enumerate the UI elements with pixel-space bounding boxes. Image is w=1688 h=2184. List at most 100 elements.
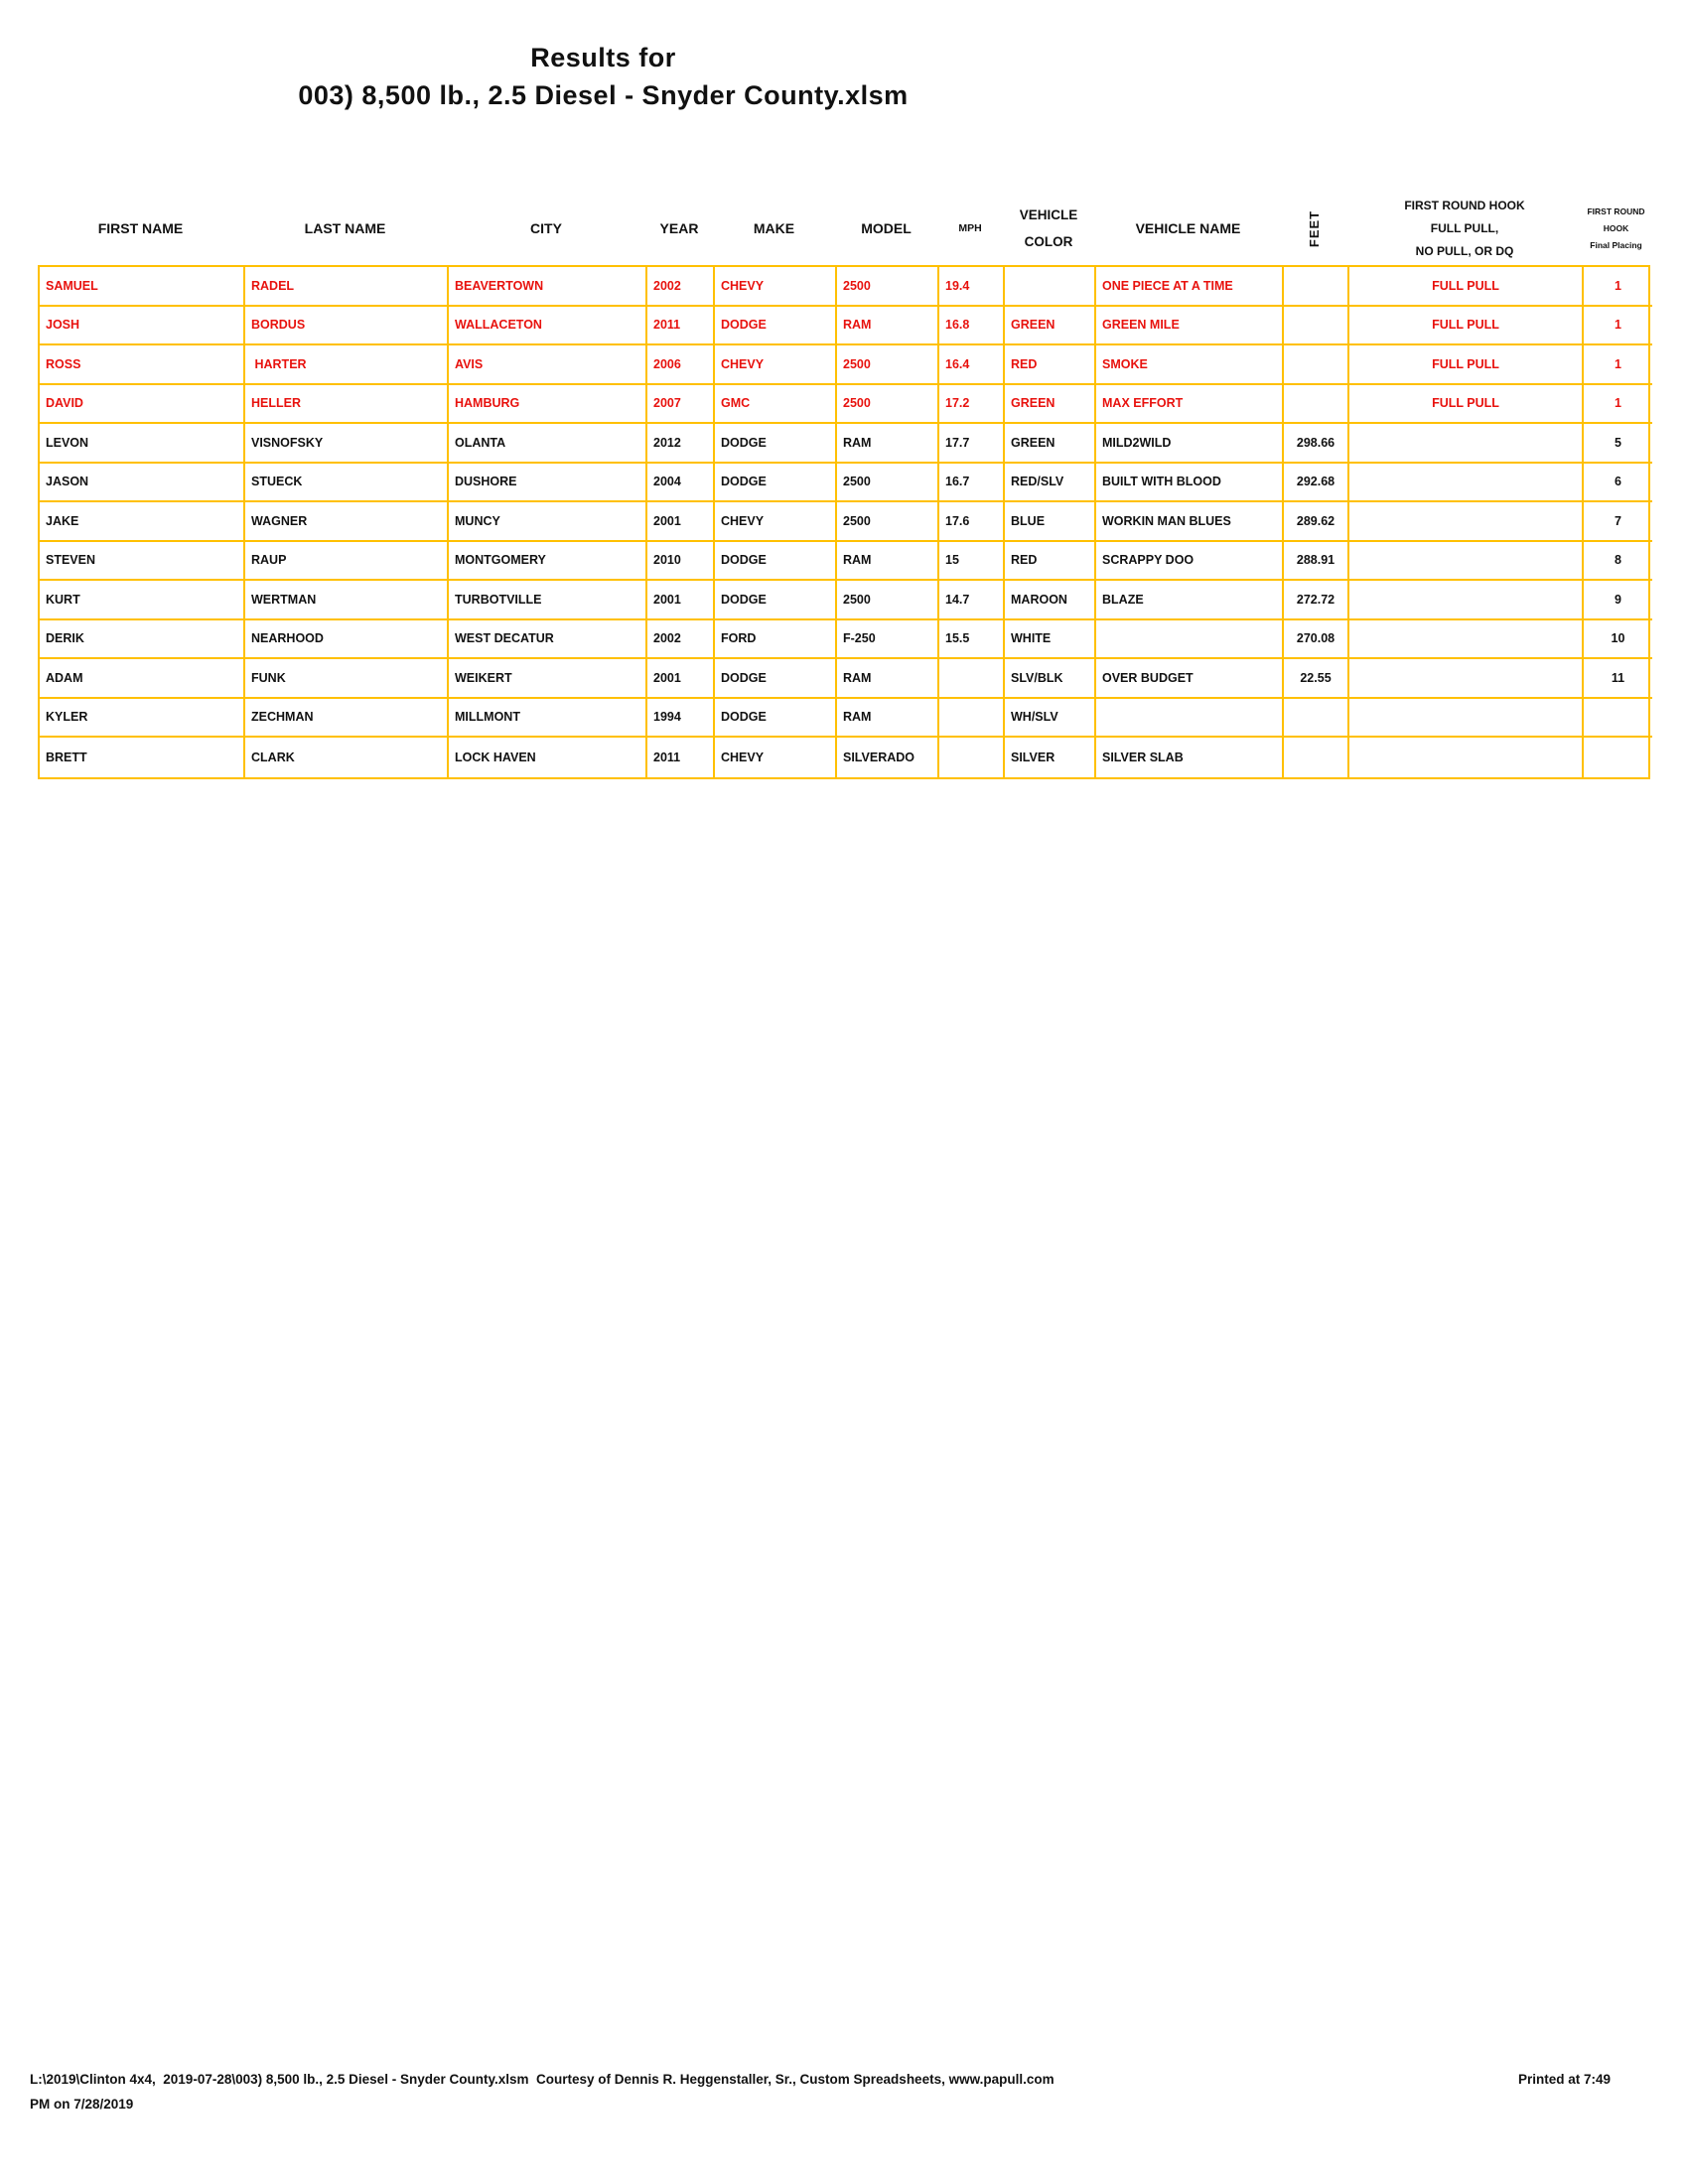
header-placing-line1: FIRST ROUND <box>1587 205 1645 216</box>
cell-vehicle_color: RED <box>1005 345 1096 385</box>
cell-final_placing: 1 <box>1584 307 1652 345</box>
header-hook-line1: FIRST ROUND HOOK <box>1404 198 1525 212</box>
cell-feet <box>1284 384 1349 424</box>
class-filename-title: 003) 8,500 lb., 2.5 Diesel - Snyder Coun… <box>298 80 909 110</box>
cell-year: 2011 <box>647 738 715 777</box>
cell-vehicle_color: RED <box>1005 541 1096 581</box>
cell-model: 2500 <box>837 581 939 620</box>
cell-year: 2011 <box>647 306 715 345</box>
cell-make: GMC <box>715 384 837 424</box>
cell-city: MONTGOMERY <box>449 541 647 581</box>
cell-first_name: JAKE <box>40 502 245 542</box>
cell-year: 2010 <box>647 541 715 581</box>
cell-last_name: HELLER <box>245 384 449 424</box>
cell-year: 2007 <box>647 384 715 424</box>
cell-city: OLANTA <box>449 424 647 464</box>
cell-mph <box>939 738 1005 777</box>
cell-last_name: STUECK <box>245 463 449 502</box>
cell-year: 2002 <box>647 267 715 307</box>
header-year: YEAR <box>659 219 699 236</box>
cell-last_name: CLARK <box>245 738 449 777</box>
cell-vehicle_name: ONE PIECE AT A TIME <box>1096 267 1284 307</box>
cell-vehicle_color: WHITE <box>1005 619 1096 659</box>
header-city: CITY <box>530 219 562 236</box>
cell-last_name: WAGNER <box>245 502 449 542</box>
header-vehicle-color: VEHICLE COLOR <box>1003 192 1094 265</box>
cell-city: TURBOTVILLE <box>449 581 647 620</box>
cell-last_name: RADEL <box>245 267 449 307</box>
cell-last_name: RAUP <box>245 541 449 581</box>
cell-feet: 270.08 <box>1284 619 1349 659</box>
header-hook-line3: NO PULL, OR DQ <box>1415 243 1514 258</box>
cell-make: DODGE <box>715 659 837 699</box>
cell-first_round_hook: FULL PULL <box>1349 345 1584 385</box>
cell-mph: 15 <box>939 541 1005 581</box>
cell-first_round_hook: FULL PULL <box>1349 267 1584 307</box>
cell-feet: 292.68 <box>1284 463 1349 502</box>
header-make: MAKE <box>753 219 795 236</box>
cell-year: 2001 <box>647 502 715 542</box>
footer-printed-at: Printed at 7:49 <box>1517 2072 1611 2087</box>
cell-feet <box>1284 345 1349 385</box>
cell-city: HAMBURG <box>449 384 647 424</box>
cell-year: 2002 <box>647 619 715 659</box>
cell-city: AVIS <box>449 345 647 385</box>
cell-feet: 272.72 <box>1284 581 1349 620</box>
cell-first_round_hook <box>1349 738 1584 777</box>
header-first-name: FIRST NAME <box>97 219 184 236</box>
cell-mph: 17.6 <box>939 502 1005 542</box>
cell-vehicle_color: WH/SLV <box>1005 698 1096 738</box>
cell-vehicle_name: SCRAPPY DOO <box>1096 541 1284 581</box>
cell-mph: 16.7 <box>939 463 1005 502</box>
cell-city: WEIKERT <box>449 659 647 699</box>
cell-first_round_hook <box>1349 541 1584 581</box>
cell-first_name: STEVEN <box>40 541 245 581</box>
cell-first_name: ADAM <box>40 659 245 699</box>
cell-make: CHEVY <box>715 345 837 385</box>
cell-make: CHEVY <box>715 267 837 307</box>
cell-first_name: ROSS <box>40 345 245 385</box>
cell-first_round_hook <box>1349 581 1584 620</box>
cell-year: 1994 <box>647 698 715 738</box>
cell-mph <box>939 698 1005 738</box>
cell-final_placing <box>1584 738 1652 777</box>
cell-year: 2001 <box>647 581 715 620</box>
cell-vehicle_name: OVER BUDGET <box>1096 659 1284 699</box>
cell-city: DUSHORE <box>449 463 647 502</box>
cell-year: 2001 <box>647 659 715 699</box>
cell-vehicle_name: GREEN MILE <box>1096 306 1284 345</box>
header-placing-line3: Final Placing <box>1590 239 1642 250</box>
cell-last_name: HARTER <box>245 345 449 385</box>
header-first-round-hook: FIRST ROUND HOOK FULL PULL, NO PULL, OR … <box>1347 192 1582 265</box>
cell-vehicle_name: BUILT WITH BLOOD <box>1096 463 1284 502</box>
cell-first_name: KURT <box>40 581 245 620</box>
cell-final_placing: 5 <box>1584 424 1652 464</box>
cell-vehicle_name: SILVER SLAB <box>1096 738 1284 777</box>
cell-model: RAM <box>837 306 939 345</box>
cell-make: DODGE <box>715 581 837 620</box>
cell-first_round_hook <box>1349 698 1584 738</box>
cell-feet <box>1284 738 1349 777</box>
cell-year: 2006 <box>647 345 715 385</box>
page-title: Results for 003) 8,500 lb., 2.5 Diesel -… <box>0 40 1206 115</box>
cell-model: RAM <box>837 541 939 581</box>
header-feet: FEET <box>1282 192 1347 265</box>
cell-first_name: KYLER <box>40 698 245 738</box>
table-header-row: FIRST NAME LAST NAME CITY YEAR MAKE MODE… <box>38 192 1650 265</box>
page-footer: L:\2019\Clinton 4x4, 2019-07-28\003) 8,5… <box>30 2067 1611 2116</box>
cell-vehicle_name <box>1096 698 1284 738</box>
footer-line2: PM on 7/28/2019 <box>30 2097 134 2112</box>
cell-final_placing <box>1584 699 1652 738</box>
cell-mph <box>939 659 1005 699</box>
cell-last_name: VISNOFSKY <box>245 424 449 464</box>
cell-make: DODGE <box>715 424 837 464</box>
cell-feet <box>1284 306 1349 345</box>
header-vehicle-color-line2: COLOR <box>1024 234 1073 249</box>
cell-mph: 17.7 <box>939 424 1005 464</box>
header-placing-line2: HOOK <box>1603 222 1629 233</box>
results-title: Results for <box>530 43 676 72</box>
cell-model: RAM <box>837 698 939 738</box>
cell-model: RAM <box>837 424 939 464</box>
cell-vehicle_color: SILVER <box>1005 738 1096 777</box>
